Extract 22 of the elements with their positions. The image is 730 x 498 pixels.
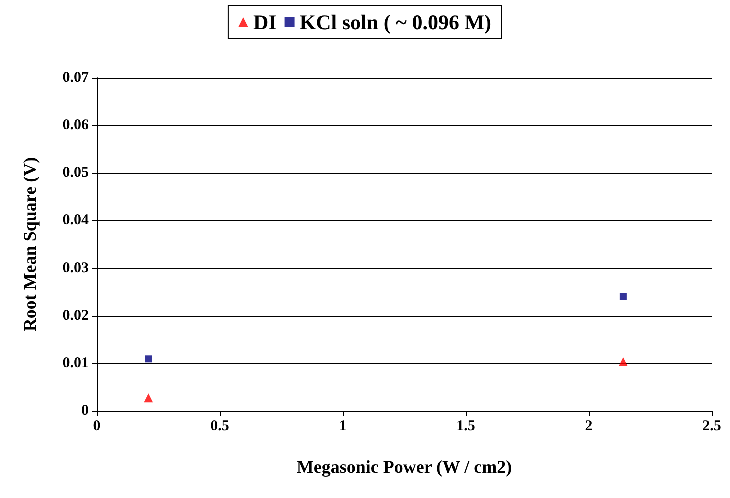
legend-label: DI	[253, 10, 277, 34]
x-tick-label: 0.5	[210, 418, 230, 434]
y-tick-label: 0.01	[62, 355, 89, 372]
y-tick-label: 0.02	[62, 308, 89, 324]
point	[620, 293, 627, 300]
point	[618, 358, 628, 366]
x-axis-title: Megasonic Power (W / cm2)	[296, 457, 512, 477]
y-tick-label: 0	[82, 403, 89, 419]
y-tick-label: 0.06	[62, 118, 90, 134]
x-tick-label: 1.5	[456, 418, 476, 434]
y-axis-title: Root Mean Square (V)	[20, 157, 40, 332]
x-tick-label: 0	[93, 418, 101, 434]
y-tick-label: 0.04	[62, 212, 90, 229]
x-tick-label: 2	[585, 418, 593, 434]
y-tick-label: 0.03	[62, 260, 89, 276]
x-tick-label: 1	[339, 418, 347, 434]
legend-label: KCl soln ( ~ 0.096 M)	[300, 10, 492, 34]
y-tick-label: 0.05	[62, 165, 89, 182]
point	[145, 356, 152, 363]
y-tick-label: 0.07	[62, 70, 90, 86]
x-tick-label: 2.5	[702, 418, 722, 434]
point	[144, 394, 154, 403]
